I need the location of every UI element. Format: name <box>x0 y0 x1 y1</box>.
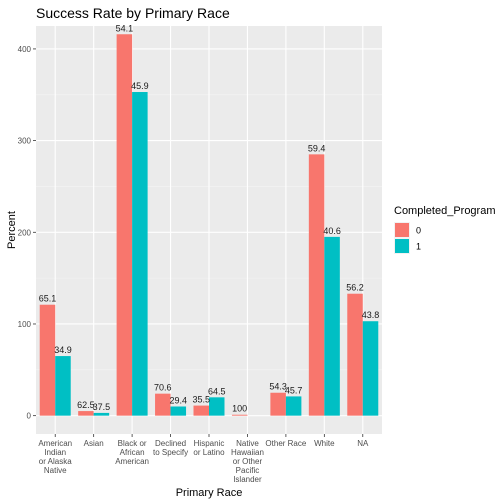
data-labels: 65.1 62.5 54.1 70.6 35.5 100 54.3 59.4 56.2 34.9 3… <box>39 23 380 413</box>
data-label: 65.1 <box>39 294 57 304</box>
bar-series-1 <box>209 397 225 416</box>
data-label: 100 <box>232 404 247 414</box>
legend-title: Completed_Program <box>394 205 496 217</box>
data-label: 29.4 <box>170 395 188 405</box>
x-tick-label: Declined to Specify <box>153 439 188 457</box>
data-label: 59.4 <box>308 143 326 153</box>
bar-series-1 <box>132 92 148 416</box>
data-label: 54.1 <box>116 23 134 33</box>
y-axis: 0 100 200 300 400 <box>18 45 36 421</box>
data-label: 70.6 <box>154 383 172 393</box>
x-tick-label: Native Hawaiian or Other Pacific Islander <box>231 439 264 484</box>
legend-label: 1 <box>416 242 421 252</box>
bar-series-0 <box>39 304 56 416</box>
bar-series-0 <box>347 293 363 416</box>
data-label: 64.5 <box>208 386 226 396</box>
y-tick-label: 100 <box>18 320 32 329</box>
bar-series-0 <box>116 34 133 416</box>
bar-series-1 <box>285 396 302 416</box>
bar-series-0 <box>308 154 325 416</box>
data-label: 35.5 <box>192 395 210 405</box>
bar-series-1 <box>362 321 379 416</box>
data-label: 62.5 <box>77 400 95 410</box>
x-axis-title: Primary Race <box>176 487 243 499</box>
x-tick-label: Black or African American <box>115 439 149 466</box>
bar-series-1 <box>55 356 71 416</box>
data-label: 37.5 <box>93 402 111 412</box>
bar-series-0 <box>78 411 94 416</box>
bar-series-0 <box>231 414 248 416</box>
chart-title: Success Rate by Primary Race <box>36 5 230 21</box>
bars <box>39 34 379 416</box>
data-label: 45.7 <box>285 385 303 395</box>
legend-swatch <box>395 223 409 237</box>
y-axis-title: Percent <box>6 211 18 249</box>
legend: Completed_Program 0 1 <box>394 205 496 254</box>
bar-series-1 <box>324 236 340 416</box>
data-label: 45.9 <box>131 81 149 91</box>
bar-series-1 <box>170 406 187 416</box>
data-label: 43.8 <box>362 310 380 320</box>
x-tick-label: Hispanic or Latino <box>193 439 225 457</box>
data-label: 34.9 <box>54 345 72 355</box>
y-tick-label: 300 <box>18 137 32 146</box>
data-label: 40.6 <box>323 226 341 236</box>
x-tick-label: NA <box>357 439 369 448</box>
x-tick-label: Asian <box>84 439 104 448</box>
x-tick-label: White <box>314 439 335 448</box>
data-label: 56.2 <box>346 283 364 293</box>
y-tick-label: 200 <box>18 228 32 237</box>
legend-label: 0 <box>416 226 421 236</box>
legend-swatch <box>395 239 409 253</box>
bar-series-0 <box>270 392 286 416</box>
bar-series-1 <box>93 412 110 416</box>
x-tick-label: American Indian or Alaska Native <box>38 439 72 475</box>
bar-series-0 <box>193 405 209 416</box>
bar-series-0 <box>155 393 171 416</box>
x-tick-label: Other Race <box>265 439 306 448</box>
x-axis: American Indian or Alaska Native Asian Black … <box>38 434 369 484</box>
y-tick-label: 400 <box>18 45 32 54</box>
data-label: 54.3 <box>269 382 287 392</box>
y-tick-label: 0 <box>27 412 32 421</box>
